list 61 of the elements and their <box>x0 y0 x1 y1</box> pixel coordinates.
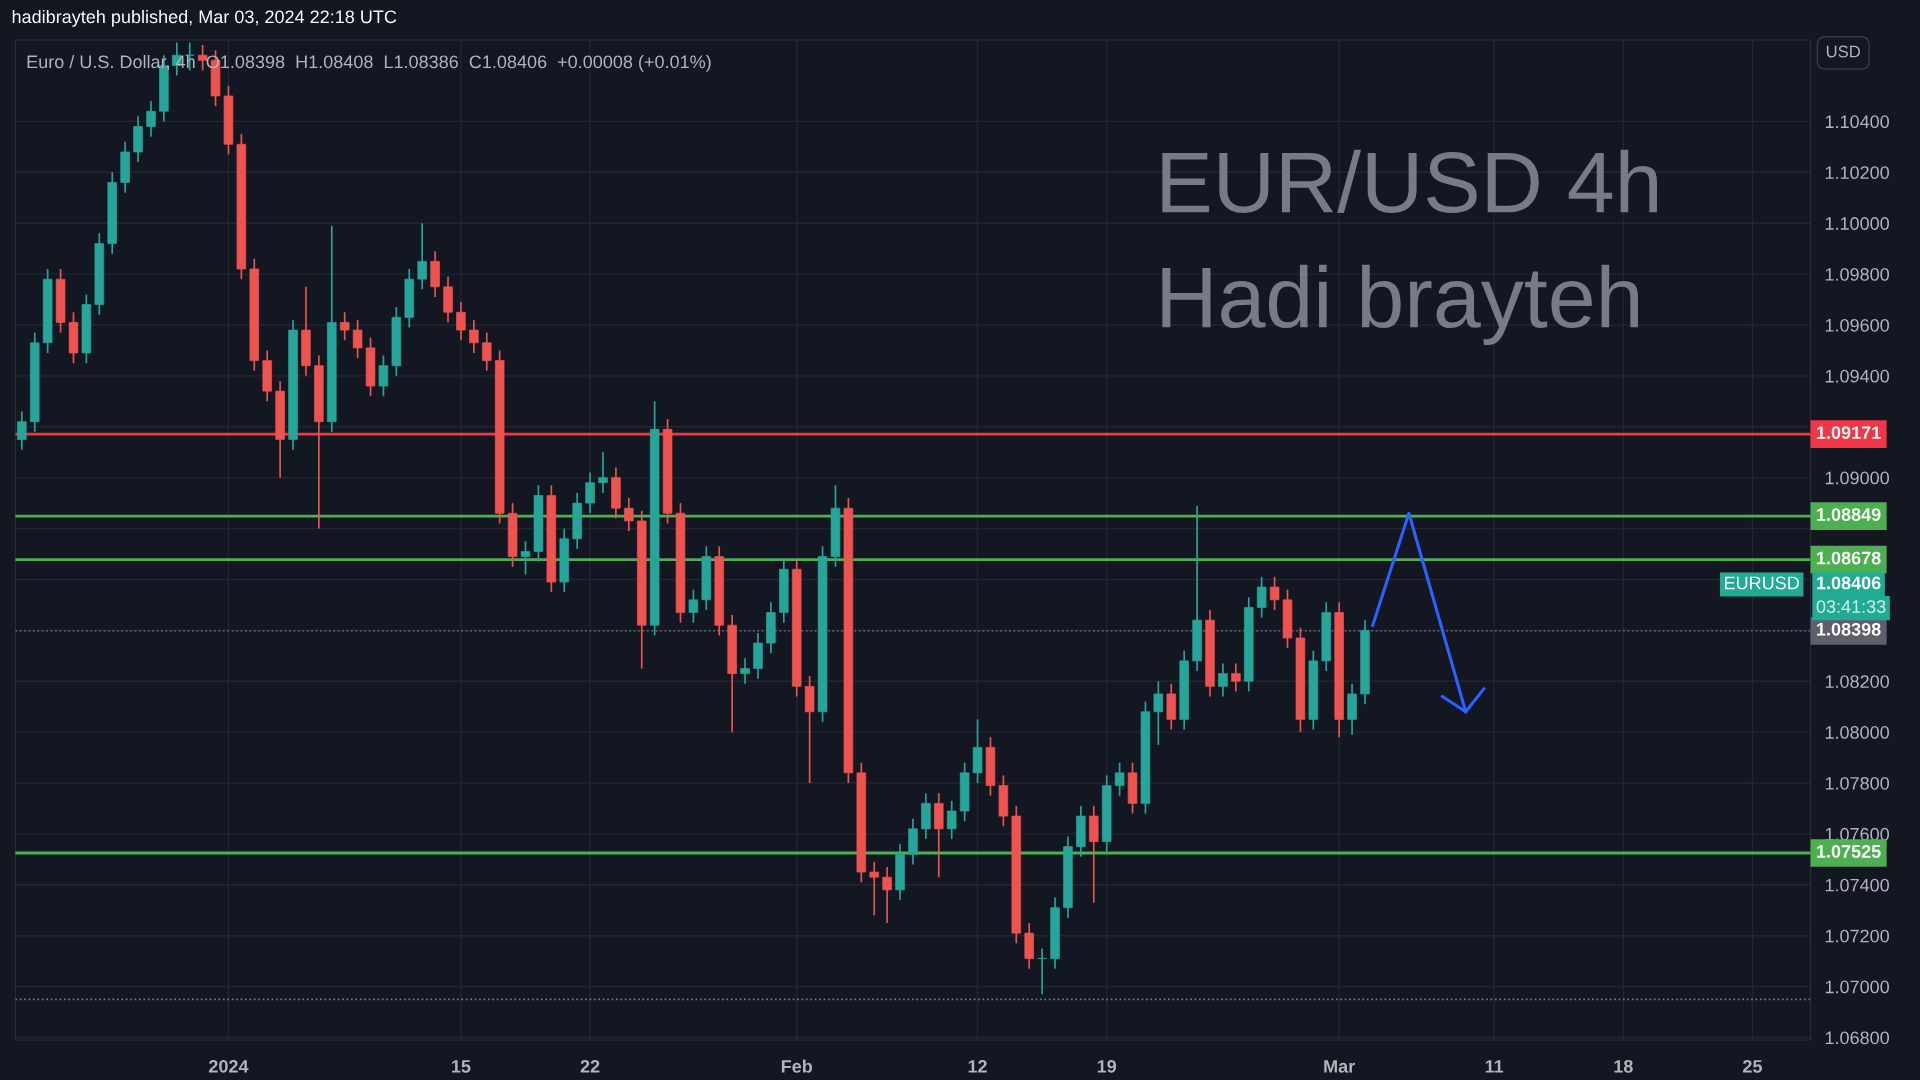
candlestick <box>378 354 389 398</box>
candlestick <box>740 657 750 685</box>
y-tick-label: 1.07800 <box>1825 776 1890 790</box>
y-tick-label: 1.07200 <box>1825 929 1890 943</box>
ref-line-label: 1.08849 <box>1817 508 1881 521</box>
annotation: Hadi brayteh <box>1162 264 1638 346</box>
candlestick <box>1256 576 1267 619</box>
y-tick-label: 1.09800 <box>1825 268 1890 281</box>
y-tick-label: 1.08200 <box>1825 675 1890 688</box>
y-tick-label: 1.07000 <box>1825 980 1890 994</box>
x-tick-label: Feb <box>781 1059 813 1073</box>
chart-title: hadibrayteh published, Mar 03, 2024 22:18 UTC <box>12 9 397 27</box>
candlestick <box>482 331 492 372</box>
x-tick-label: 18 <box>1614 1059 1633 1073</box>
candlestick <box>352 319 363 359</box>
text: 03:41:33 <box>1816 600 1886 613</box>
y-tick-label: 1.09600 <box>1825 318 1890 332</box>
candlestick <box>1269 576 1280 611</box>
candlestick <box>869 861 879 917</box>
text: 1.08406 <box>1817 576 1881 590</box>
candlestick <box>1114 761 1125 797</box>
ref-line-label: 1.08678 <box>1817 551 1881 565</box>
ref-line-label: 1.09171 <box>1817 426 1881 439</box>
y-tick-label: 1.09400 <box>1825 369 1890 383</box>
y-tick-label: 1.08000 <box>1825 726 1890 739</box>
x-tick-label: 12 <box>968 1059 987 1073</box>
annotation: EUR/USD 4h <box>1162 149 1657 214</box>
y-tick-label: 1.07400 <box>1825 878 1890 892</box>
candlestick <box>882 866 892 924</box>
annotation: EURUSD <box>1725 576 1799 590</box>
x-tick-label: 25 <box>1743 1059 1762 1073</box>
x-tick-label: 22 <box>580 1059 600 1073</box>
y-tick-label: 1.10000 <box>1825 217 1890 230</box>
candlestick <box>456 301 466 342</box>
candlestick <box>585 471 595 515</box>
x-tick-label: 11 <box>1485 1060 1504 1073</box>
y-tick-label: 1.10400 <box>1825 115 1890 129</box>
y-tick-label: 1.10200 <box>1825 166 1890 180</box>
candlestick <box>1231 662 1241 693</box>
candlestick <box>1153 680 1164 746</box>
ref-line-label: 1.08398 <box>1817 622 1881 636</box>
candlestick <box>624 497 634 532</box>
x-tick-label: 15 <box>452 1060 471 1073</box>
text: USD <box>1826 45 1860 58</box>
candlestick <box>688 588 699 624</box>
ref-line-label: 1.07525 <box>1817 845 1881 858</box>
candlestick <box>598 451 608 494</box>
candlestick <box>1037 947 1047 996</box>
y-tick-label: 1.06800 <box>1825 1031 1890 1045</box>
candlestick <box>520 540 531 576</box>
candlestick <box>469 319 479 354</box>
x-tick-label: 19 <box>1097 1059 1117 1073</box>
x-tick-label: 2024 <box>209 1059 249 1073</box>
x-tick-label: Mar <box>1324 1060 1355 1073</box>
candlestick <box>946 800 957 840</box>
candlestick <box>146 100 156 138</box>
candlestick <box>417 222 427 291</box>
candlestick <box>339 311 350 342</box>
candlestick <box>1218 662 1228 698</box>
y-tick-label: 1.09000 <box>1825 471 1890 485</box>
candlestick <box>17 410 27 451</box>
